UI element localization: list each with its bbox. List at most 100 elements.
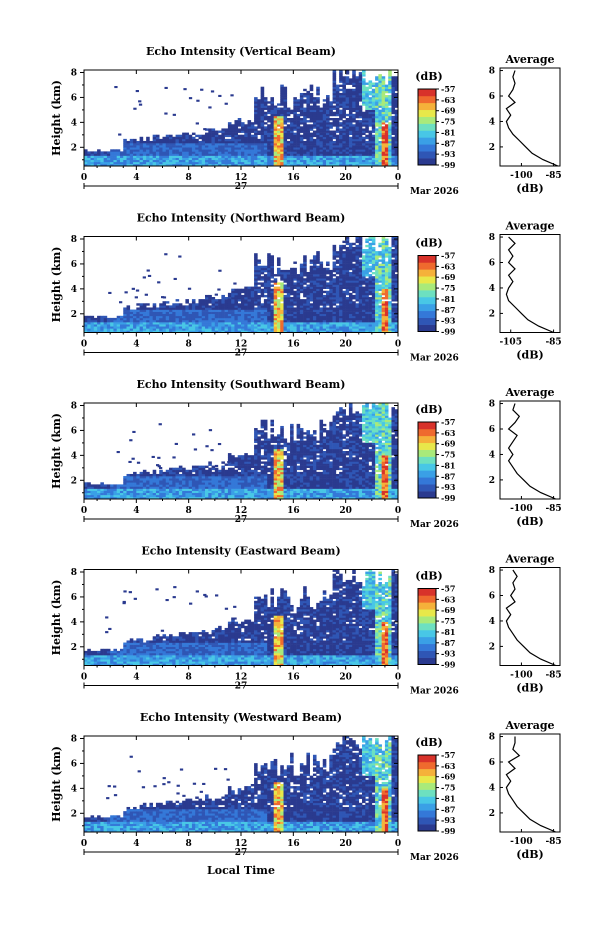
heatmap-cell [335,261,340,264]
heatmap-cell [322,328,327,331]
heatmap-cell [293,284,297,287]
heatmap-cell [218,159,222,163]
heatmap-cell [260,267,265,271]
heatmap-cell [257,271,261,275]
heatmap-cell [286,330,291,333]
heatmap-cell [159,303,163,306]
heatmap-cell [348,126,353,129]
heatmap-cell [254,257,258,260]
heatmap-cell [303,269,307,273]
heatmap-cell [293,157,297,161]
heatmap-cell [371,278,376,281]
heatmap-cell [244,322,248,325]
heatmap-cell [358,249,363,252]
heatmap-cell [378,118,382,121]
heatmap-cell [257,130,261,133]
heatmap-cell [283,147,288,150]
heatmap-cell [123,309,127,312]
heatmap-cell [384,242,389,246]
heatmap-cell [322,282,327,285]
heatmap-cell [244,286,248,289]
heatmap-cell [348,251,353,254]
heatmap-cell [263,322,268,325]
heatmap-cell [375,288,379,292]
heatmap-cell [355,115,360,119]
heatmap-cell [384,282,389,285]
heatmap-cell [345,153,350,156]
heatmap-cell [335,317,340,321]
heatmap-cell [339,153,343,156]
heatmap-cell [358,105,363,108]
heatmap-cell [342,95,346,98]
heatmap-cell [185,305,189,308]
heatmap-cell [306,145,310,148]
heatmap-cell [267,309,271,312]
heatmap-cell [134,296,138,299]
heatmap-cell [378,278,382,281]
heatmap-cell [348,149,353,152]
heatmap-cell [172,311,176,315]
heatmap-cell [247,305,252,308]
heatmap-cell [198,161,203,165]
heatmap-cell [260,317,265,321]
colorbar-swatch [418,269,436,277]
heatmap-cell [362,263,366,267]
heatmap-cell [335,307,340,310]
heatmap-cell [276,271,281,275]
heatmap-cell [254,126,258,129]
average-title: Average [504,220,554,233]
heatmap-cell [84,324,88,327]
heatmap-cell [257,294,261,298]
colorbar-swatch [418,310,436,318]
heatmap-cell [195,143,199,146]
heatmap-cell [375,294,379,298]
heatmap-cell [394,238,398,241]
heatmap-cell [263,303,268,306]
heatmap-cell [87,482,91,485]
heatmap-cell [188,328,193,331]
heatmap-cell [227,155,232,158]
heatmap-cell [260,328,265,331]
heatmap-cell [365,322,369,325]
heatmap-cell [355,307,360,310]
heatmap-cell [368,124,373,127]
heatmap-cell [293,101,297,104]
heatmap-cell [299,282,304,285]
heatmap-cell [116,155,121,158]
heatmap-cell [100,496,104,499]
heatmap-cell [326,145,330,148]
heatmap-cell [273,149,278,152]
heatmap-cell [126,140,131,144]
heatmap-cell [365,267,369,271]
heatmap-cell [280,132,284,135]
heatmap-cell [221,309,225,312]
heatmap-cell [384,120,389,123]
heatmap-cell [260,145,265,148]
heatmap-cell [335,103,340,106]
heatmap-cell [208,326,212,329]
heatmap-cell [280,126,284,129]
heatmap-cell [391,92,396,96]
heatmap-cell [159,153,163,156]
heatmap-cell [371,82,376,85]
heatmap-cell [267,120,271,123]
heatmap-cell [129,163,134,166]
y-axis-label: Height (km) [50,80,63,156]
heatmap-cell [316,299,320,302]
heatmap-cell [293,124,297,127]
heatmap-cell [198,163,203,166]
heatmap-cell [355,84,360,87]
heatmap-cell [276,122,281,125]
heatmap-cell [198,151,203,154]
heatmap-cell [172,303,176,306]
heatmap-cell [110,326,114,329]
heatmap-cell [339,132,343,135]
heatmap-cell [247,124,252,127]
heatmap-cell [299,276,304,279]
heatmap-cell [119,326,124,329]
heatmap-cell [365,151,369,154]
heatmap-cell [319,159,324,163]
heatmap-cell [214,328,219,331]
heatmap-cell [365,328,369,331]
heatmap-cell [162,307,167,310]
